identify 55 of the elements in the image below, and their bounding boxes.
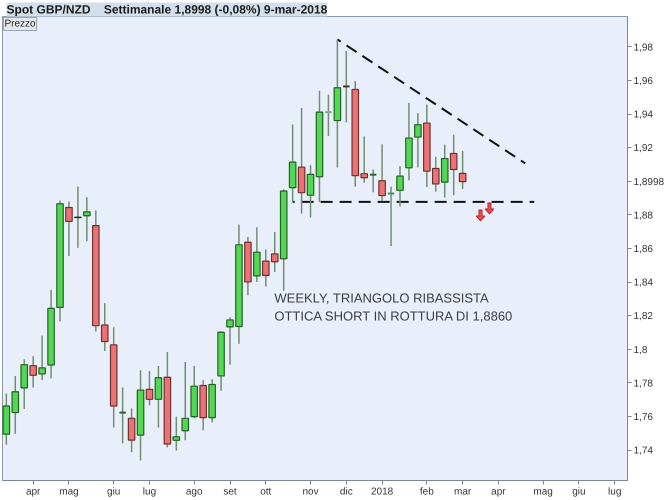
x-tick-label: ott xyxy=(260,486,272,498)
y-tick-label: 1,94 xyxy=(634,110,654,121)
x-tick-label: apr xyxy=(491,486,506,498)
x-tick-label: lug xyxy=(608,486,622,498)
candlestick xyxy=(450,134,458,196)
y-tick-label: 1,8998 xyxy=(634,177,665,188)
candlestick xyxy=(118,386,127,444)
y-tick-label: 1,74 xyxy=(634,446,654,457)
candlestick xyxy=(128,408,136,454)
y-tick-label: 1,82 xyxy=(634,311,654,322)
y-tick-label: 1,96 xyxy=(634,76,654,87)
y-tick-label: 1,98 xyxy=(634,42,654,54)
y-tick-label: 1,92 xyxy=(634,143,654,154)
candlestick xyxy=(146,370,154,406)
candlestick xyxy=(440,144,449,198)
candlestick xyxy=(172,416,180,452)
x-tick-label: giu xyxy=(572,486,586,498)
candlestick xyxy=(324,94,333,137)
candlestick xyxy=(342,50,351,124)
x-tick-label: feb xyxy=(420,486,434,498)
candlestick xyxy=(414,112,422,168)
candlestick xyxy=(154,365,162,428)
x-tick-label: mag xyxy=(533,486,553,498)
candlestick xyxy=(181,361,190,442)
x-tick-label: ago xyxy=(186,486,203,498)
x-tick-label: set xyxy=(223,486,237,498)
candlestick xyxy=(74,186,82,249)
candlestick xyxy=(38,334,46,381)
x-tick-label: 2018 xyxy=(370,486,394,498)
candlestick xyxy=(65,200,73,257)
candlestick xyxy=(253,226,261,283)
x-tick-label: apr xyxy=(26,486,42,498)
y-tick-label: 1,8 xyxy=(634,344,648,356)
annotation: Prezzo xyxy=(4,18,36,30)
y-tick-label: 1,86 xyxy=(634,244,654,255)
y-tick-label: 1,78 xyxy=(634,378,654,390)
candlestick xyxy=(368,168,378,194)
chart-title: Spot GBP/NZD Settimanale 1,8998 (-0,08%) 9-mar-2018 xyxy=(6,2,328,16)
x-tick-label: dic xyxy=(340,486,353,498)
x-tick-label: lug xyxy=(142,486,156,498)
x-tick-label: mag xyxy=(59,486,79,498)
candlestick xyxy=(386,186,396,247)
candlestick xyxy=(458,150,466,190)
y-tick-label: 1,84 xyxy=(634,278,654,289)
candlestick xyxy=(20,358,28,410)
x-tick-label: giu xyxy=(107,486,120,498)
y-tick-label: 1,88 xyxy=(634,210,654,222)
candlestick xyxy=(29,355,37,388)
candlestick xyxy=(396,165,404,208)
annotation: WEEKLY, TRIANGOLO RIBASSISTA OTTICA SHORT IN ROTTURA DI 1,8860 xyxy=(274,290,512,324)
y-tick-label: 1,76 xyxy=(634,412,654,424)
x-tick-label: mar xyxy=(454,486,472,498)
x-tick-label: nov xyxy=(302,486,319,498)
candlestick xyxy=(83,196,91,242)
candlestick xyxy=(378,144,386,202)
